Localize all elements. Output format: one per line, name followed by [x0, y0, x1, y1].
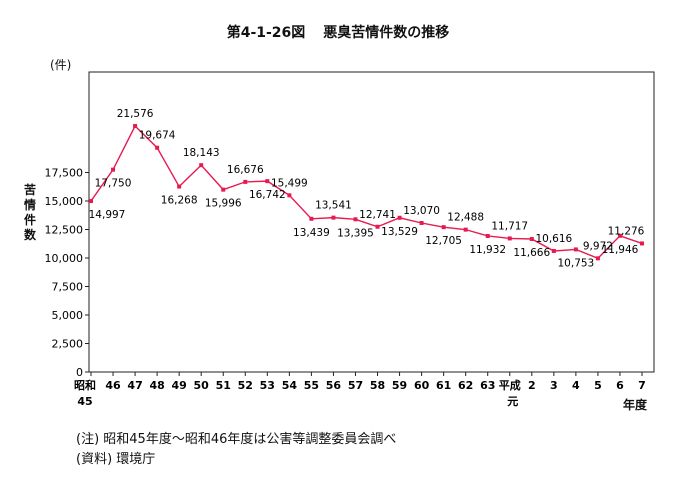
data-point — [463, 227, 468, 232]
y-tick-label: 5,000 — [52, 309, 84, 322]
data-label: 11,276 — [608, 225, 645, 237]
x-tick-label: 49 — [172, 379, 187, 392]
x-tick-label: 昭和 — [74, 378, 96, 392]
data-point — [287, 193, 292, 198]
x-tick-label: 2 — [528, 379, 536, 392]
data-label: 12,705 — [425, 235, 462, 247]
data-point — [397, 215, 402, 220]
chart-title: 悪臭苦情件数の推移 — [323, 25, 450, 41]
data-label: 17,750 — [95, 178, 132, 190]
x-tick-label: 48 — [149, 379, 164, 392]
x-tick-label: 54 — [282, 379, 298, 392]
x-tick-label: 47 — [127, 379, 142, 392]
y-tick-label: 7,500 — [52, 281, 84, 294]
data-point — [640, 241, 644, 246]
data-label: 11,717 — [491, 220, 528, 232]
data-label: 11,946 — [602, 244, 639, 256]
data-label: 16,268 — [161, 195, 198, 207]
data-label: 21,576 — [117, 108, 154, 120]
x-tick-label: 50 — [194, 379, 210, 392]
x-tick-label: 61 — [436, 379, 451, 392]
data-label: 14,997 — [89, 209, 126, 221]
data-point — [595, 256, 600, 261]
x-tick-label: 55 — [304, 379, 319, 392]
data-label: 16,676 — [227, 164, 264, 176]
data-label: 10,616 — [535, 233, 572, 245]
data-label: 16,742 — [249, 189, 286, 201]
x-tick-label: 62 — [458, 379, 473, 392]
figure-number: 第4-1-26図 — [226, 25, 306, 41]
data-point — [221, 187, 226, 192]
data-label: 13,395 — [337, 227, 374, 239]
data-point — [199, 163, 204, 168]
data-point — [573, 247, 578, 252]
data-point — [243, 179, 248, 184]
data-point — [111, 167, 116, 172]
data-point — [309, 216, 314, 221]
data-label: 13,070 — [403, 205, 440, 217]
plot-frame — [88, 71, 655, 373]
x-tick-label: 63 — [480, 379, 495, 392]
x-tick-label: 平成 — [499, 378, 521, 392]
y-tick-label: 12,500 — [45, 224, 84, 237]
data-label: 15,499 — [271, 177, 308, 189]
data-label: 12,741 — [359, 209, 396, 221]
y-axis-label: 苦情件数 — [23, 183, 36, 242]
data-label: 13,541 — [315, 200, 352, 212]
x-unit-label: 年度 — [623, 398, 648, 412]
data-point — [331, 215, 336, 220]
y-unit-label: (件) — [50, 58, 72, 72]
x-tick-label: 3 — [550, 379, 558, 392]
y-tick-label: 2,500 — [52, 338, 84, 351]
y-tick-label: 10,000 — [45, 252, 84, 265]
x-tick-label: 58 — [370, 379, 385, 392]
y-tick-label: 0 — [76, 366, 83, 379]
x-tick-label: 46 — [105, 379, 121, 392]
data-point — [529, 237, 534, 242]
x-tick-label: 6 — [616, 379, 624, 392]
x-tick-label: 4 — [572, 379, 580, 392]
data-label: 18,143 — [183, 147, 220, 159]
data-point — [353, 217, 358, 222]
data-label: 13,439 — [293, 227, 330, 239]
data-label: 10,753 — [558, 257, 595, 269]
data-point — [265, 179, 270, 184]
footnote: (注) 昭和45年度～昭和46年度は公害等調整委員会調べ — [76, 432, 397, 447]
page-title: 第4-1-26図 悪臭苦情件数の推移 — [0, 22, 676, 42]
x-tick-label: 56 — [326, 379, 342, 392]
x-tick-label-line2: 45 — [77, 395, 92, 408]
x-tick-label: 52 — [238, 379, 253, 392]
x-tick-label: 5 — [594, 379, 602, 392]
x-tick-label: 51 — [216, 379, 231, 392]
source-note: (資料) 環境庁 — [76, 452, 156, 467]
x-tick-label: 53 — [260, 379, 275, 392]
data-label: 15,996 — [205, 198, 242, 210]
data-point — [375, 224, 380, 229]
data-label: 11,666 — [513, 247, 550, 259]
data-point — [177, 184, 182, 189]
y-tick-label: 17,500 — [45, 167, 84, 180]
data-point — [551, 248, 556, 253]
x-tick-label: 60 — [414, 379, 430, 392]
data-label: 13,529 — [381, 226, 418, 238]
data-point — [89, 199, 93, 204]
data-point — [617, 233, 622, 238]
data-point — [485, 233, 490, 238]
data-point — [507, 236, 512, 241]
data-point — [155, 145, 160, 150]
x-tick-label: 59 — [392, 379, 407, 392]
x-tick-label: 7 — [638, 379, 646, 392]
data-point — [441, 225, 446, 230]
y-tick-label: 15,000 — [45, 195, 84, 208]
data-label: 11,932 — [469, 244, 506, 256]
series-line — [90, 124, 643, 260]
data-label: 12,488 — [447, 212, 484, 224]
data-point — [419, 221, 424, 226]
x-tick-label-line2: 元 — [507, 395, 518, 408]
data-label: 19,674 — [139, 130, 176, 142]
data-label: 9,972 — [583, 240, 613, 252]
data-point — [133, 124, 138, 129]
x-tick-label: 57 — [348, 379, 363, 392]
